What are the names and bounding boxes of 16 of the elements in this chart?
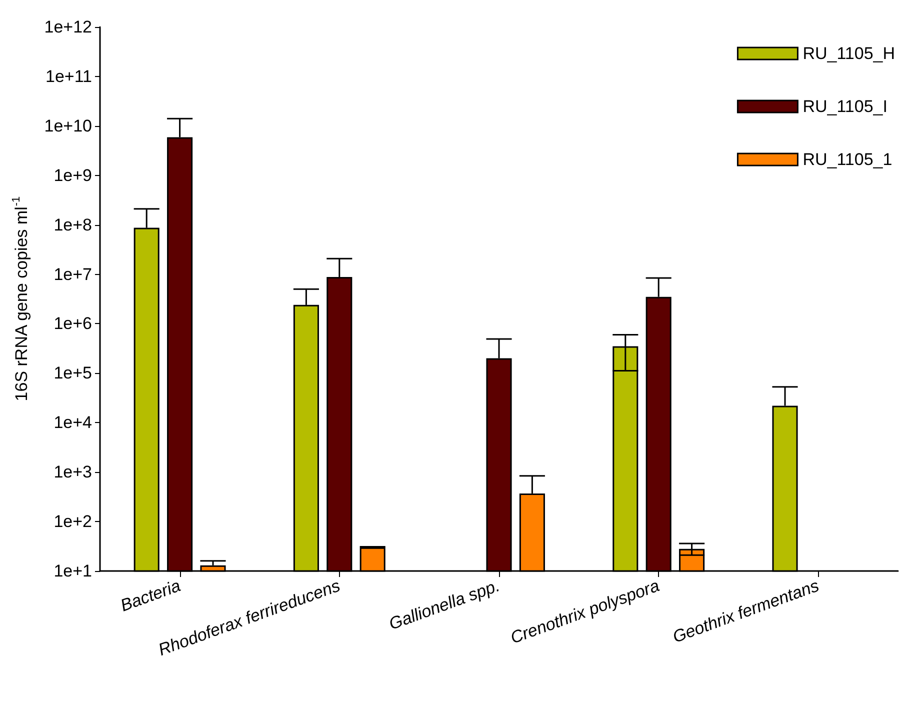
y-tick-label: 1e+6 <box>54 314 92 334</box>
y-tick-label: 1e+2 <box>54 512 92 532</box>
y-tick-label: 1e+4 <box>54 413 92 432</box>
y-tick-label: 1e+8 <box>54 215 92 234</box>
y-tick-label: 1e+10 <box>44 116 92 136</box>
legend-label: RU_1105_I <box>802 97 888 116</box>
y-tick-label: 1e+12 <box>44 18 92 36</box>
y-tick-label: 1e+5 <box>54 364 92 383</box>
y-tick-label: 1e+1 <box>54 562 92 580</box>
legend-label: RU_1105_H <box>802 44 895 63</box>
y-axis-title: 16S rRNA gene copies ml-1 <box>10 196 31 402</box>
y-tick-label: 1e+3 <box>54 462 92 482</box>
y-tick-label: 1e+7 <box>54 264 92 284</box>
y-tick-label: 1e+9 <box>54 166 92 185</box>
y-tick-label: 1e+11 <box>46 66 92 86</box>
legend-label: RU_1105_1 <box>802 150 892 169</box>
